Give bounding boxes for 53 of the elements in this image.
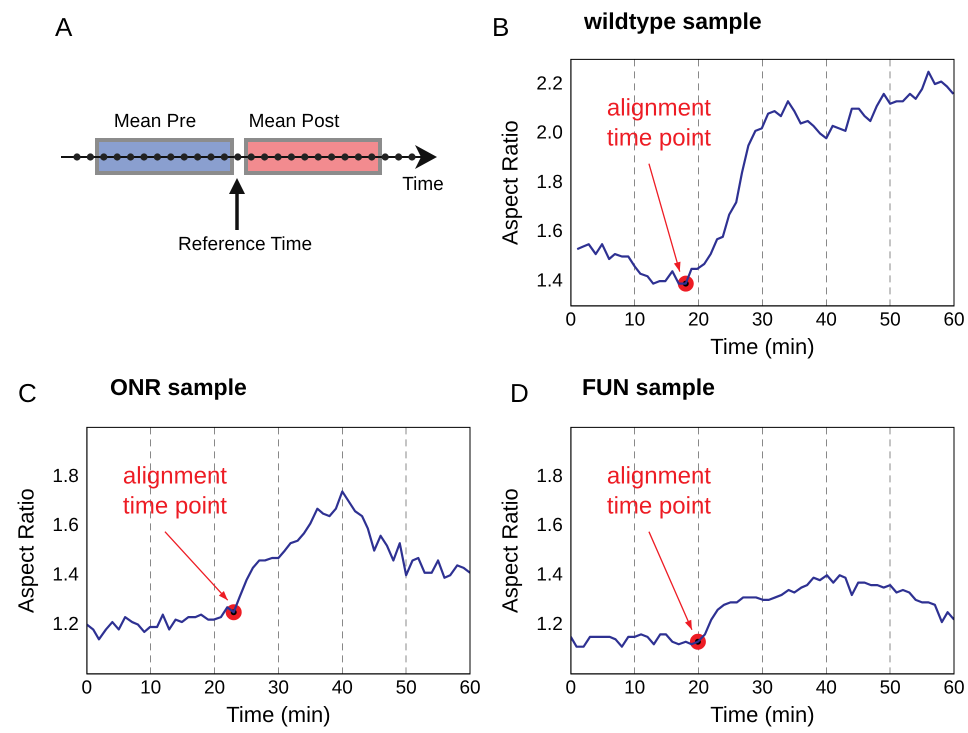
y-tick-label: 1.6	[536, 221, 563, 242]
text: A	[55, 12, 72, 43]
text: C	[18, 378, 37, 409]
y-tick-label: 2.2	[536, 73, 563, 94]
x-tick-label: 50	[880, 677, 901, 698]
y-tick-label: 1.6	[52, 515, 79, 536]
text: B	[492, 12, 510, 43]
x-tick-label: 0	[566, 309, 576, 330]
y-tick-label: 1.4	[536, 270, 564, 292]
text: D	[510, 378, 529, 409]
x-tick-label: 40	[816, 677, 837, 698]
y-tick-label: 1.8	[52, 466, 79, 487]
annotation: alignment time point	[606, 462, 712, 520]
annotation: alignment time point	[122, 462, 228, 520]
x-tick-label: 20	[688, 309, 710, 330]
chart-title: FUN sample	[582, 374, 715, 401]
y-axis-title: Aspect Ratio	[13, 488, 38, 613]
x-tick-label: 50	[396, 677, 417, 698]
chart-title: wildtype sample	[584, 8, 762, 35]
chart-title: ONR sample	[110, 374, 247, 401]
x-axis-title: Time (min)	[226, 702, 331, 727]
x-tick-label: 10	[624, 677, 646, 698]
x-tick-label: 60	[943, 677, 965, 698]
x-tick-label: 20	[204, 677, 226, 698]
x-tick-label: 30	[752, 309, 773, 330]
y-tick-label: 2.0	[536, 122, 563, 144]
x-tick-label: 0	[82, 677, 92, 698]
y-axis-title: Aspect Ratio	[497, 120, 522, 245]
x-tick-label: 60	[459, 677, 481, 698]
x-tick-label: 10	[624, 309, 646, 330]
x-tick-label: 60	[943, 309, 965, 330]
text: Mean Pre	[114, 111, 196, 133]
text: Reference Time	[178, 234, 312, 256]
x-tick-label: 30	[268, 677, 289, 698]
x-tick-label: 40	[332, 677, 353, 698]
y-axis-title: Aspect Ratio	[497, 488, 522, 613]
y-tick-label: 1.2	[536, 614, 563, 635]
x-tick-label: 20	[688, 677, 710, 698]
y-tick-label: 1.4	[536, 564, 564, 586]
y-tick-label: 1.4	[52, 564, 80, 586]
y-tick-label: 1.8	[536, 172, 563, 193]
y-tick-label: 1.6	[536, 515, 563, 536]
x-tick-label: 0	[566, 677, 576, 698]
x-tick-label: 40	[816, 309, 837, 330]
text: Mean Post	[248, 111, 340, 133]
x-axis-title: Time (min)	[710, 334, 815, 359]
x-tick-label: 30	[752, 677, 773, 698]
x-tick-label: 10	[140, 677, 162, 698]
x-tick-label: 50	[880, 309, 901, 330]
annotation: alignment time point	[606, 94, 712, 152]
y-tick-label: 1.2	[52, 614, 79, 635]
x-axis-title: Time (min)	[710, 702, 815, 727]
y-tick-label: 1.8	[536, 466, 563, 487]
